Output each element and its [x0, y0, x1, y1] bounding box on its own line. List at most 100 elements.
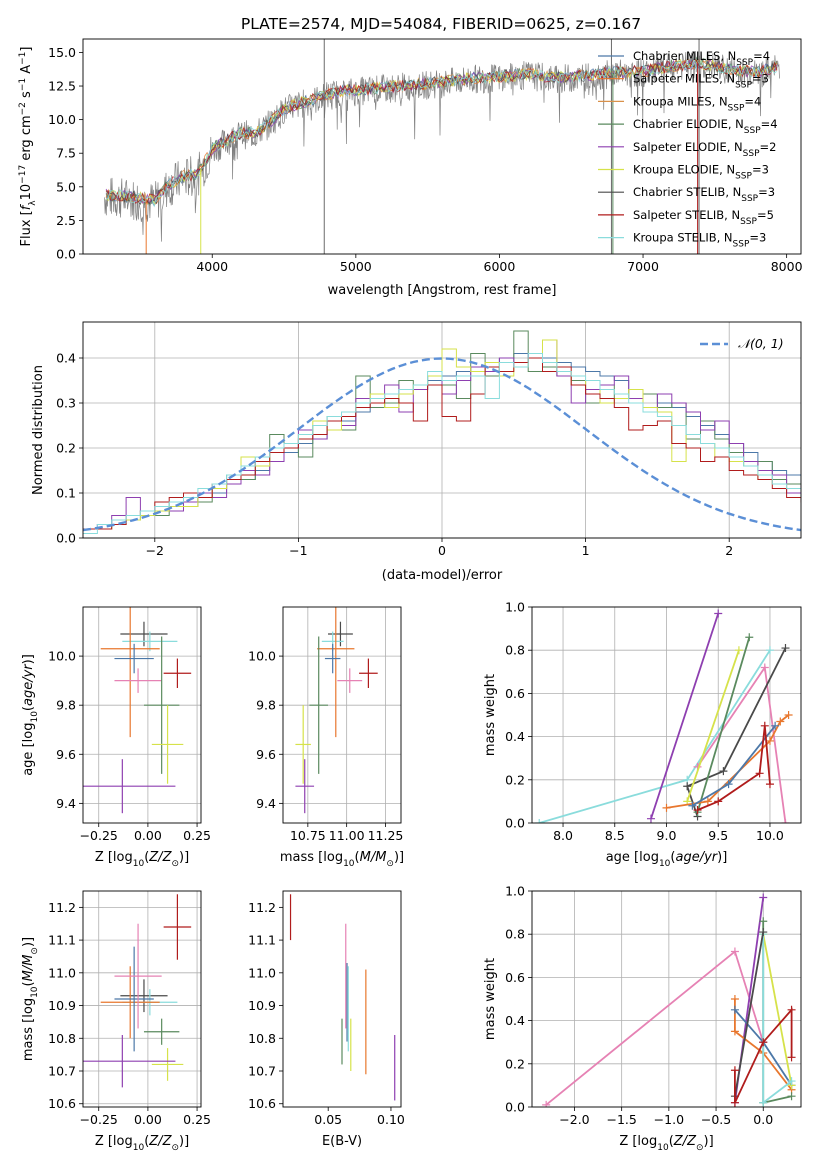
y-tick-label: 9.6: [56, 747, 76, 762]
x-tick-label: −0.25: [80, 828, 118, 843]
x-tick-label: 0.10: [377, 1112, 405, 1127]
axes-frame: [282, 606, 402, 824]
y-tick-label: 9.4: [56, 796, 76, 811]
weight-line: [734, 999, 793, 1091]
y-tick-label: 0.2: [505, 1056, 525, 1071]
weight-marker: [724, 780, 733, 789]
x-tick-label: 0.0: [753, 1112, 773, 1127]
y-tick-label: 0.0: [505, 1100, 525, 1115]
weight-marker: [759, 1038, 768, 1047]
x-tick-label: −1: [289, 543, 307, 558]
weight-marker: [693, 806, 702, 815]
y-tick-label: 10.6: [248, 1096, 276, 1111]
legend-entry: Chabrier ELODIE, NSSP=4: [633, 117, 778, 136]
axes-frame: [531, 606, 802, 824]
y-tick-label: 0.4: [505, 729, 525, 744]
axes-frame: [531, 890, 802, 1108]
x-axis-label: Z [log10(Z/Z⊙)]: [619, 1134, 713, 1153]
x-axis-label: Z [log10(Z/Z⊙)]: [95, 1134, 189, 1153]
weight-marker: [759, 917, 768, 926]
x-tick-label: 4000: [196, 259, 228, 274]
weight-line: [762, 934, 793, 1086]
weight-marker: [646, 814, 655, 823]
y-tick-label: 0.0: [505, 816, 525, 831]
y-tick-label: 2.5: [56, 213, 76, 228]
x-tick-label: 8.0: [553, 828, 573, 843]
weight-marker: [542, 1100, 551, 1107]
y-tick-label: 11.0: [248, 965, 276, 980]
x-tick-label: −2.0: [559, 1112, 589, 1127]
x-tick-label: −1.0: [654, 1112, 684, 1127]
plot-area: [83, 330, 801, 534]
x-tick-label: 0: [438, 543, 446, 558]
x-tick-label: 6000: [484, 259, 516, 274]
x-axis-label: age [log10(age/yr)]: [606, 850, 728, 869]
y-tick-label: 10.8: [48, 1031, 76, 1046]
legend-entry: Chabrier MILES, NSSP=4: [633, 49, 770, 68]
y-tick-label: 9.4: [256, 796, 276, 811]
y-tick-label: 0.6: [505, 686, 525, 701]
weight-marker: [771, 721, 780, 730]
y-tick-label: 11.1: [48, 933, 76, 948]
weight-marker: [760, 663, 769, 672]
x-tick-label: 10.75: [290, 828, 326, 843]
y-tick-label: 10.9: [48, 998, 76, 1013]
x-tick-label: 9.5: [708, 828, 728, 843]
y-axis-label: age [log10(age/yr)]: [21, 654, 40, 776]
axes-frame: [82, 890, 202, 1108]
y-tick-label: 0.8: [505, 927, 525, 942]
y-tick-label: 10.6: [48, 1096, 76, 1111]
weight-marker: [776, 717, 785, 726]
y-tick-label: 9.8: [256, 698, 276, 713]
x-tick-label: 0.00: [134, 828, 162, 843]
y-tick-label: 10.7: [248, 1064, 276, 1079]
x-tick-label: 2: [725, 543, 733, 558]
chart-panel-7: 0.05 0.10 10.6 10.7 10.8 10.9 11.0 11.1 11.2 E(B-…: [248, 890, 405, 1149]
weight-marker: [781, 819, 790, 823]
y-tick-label: 0.8: [505, 643, 525, 658]
weight-marker: [759, 928, 768, 937]
model-spectrum-line: [105, 57, 778, 208]
panels: 4000 5000 6000 7000 80000.02.55.07.510.012.5…: [18, 38, 803, 1153]
chart-panel-1: 4000 5000 6000 7000 8000 0.0 2.5 5.0 7.5 10.0 12.5…: [18, 38, 803, 298]
y-tick-label: 1.0: [505, 600, 525, 615]
y-tick-label: 0.6: [505, 970, 525, 985]
weight-line: [734, 931, 765, 1097]
weight-marker: [730, 1005, 739, 1014]
y-tick-label: 5.0: [56, 179, 76, 194]
y-axis-label: Flux [fλ10−17 erg cm−2 s−1 A−1]: [18, 47, 38, 247]
y-tick-label: 11.0: [48, 965, 76, 980]
weight-marker: [787, 1053, 796, 1062]
y-tick-label: 0.2: [505, 772, 525, 787]
legend-entry: 𝒩(0, 1): [738, 336, 784, 351]
x-axis-label: Z [log10(Z/Z⊙)]: [95, 850, 189, 869]
plot-area: [535, 609, 793, 823]
weight-marker: [787, 1005, 796, 1014]
weight-marker: [683, 782, 692, 791]
x-tick-label: 0.00: [134, 1112, 162, 1127]
weight-marker: [765, 736, 774, 745]
weight-marker: [662, 803, 671, 812]
x-axis-label: wavelength [Angstrom, rest frame]: [328, 283, 557, 298]
x-tick-label: 8.5: [605, 828, 625, 843]
weight-marker: [730, 947, 739, 956]
histogram-step: [83, 357, 801, 530]
x-tick-label: 11.25: [368, 828, 404, 843]
y-tick-label: 0.0: [56, 531, 76, 546]
chart-panel-4: 10.75 11.00 11.25 9.4 9.6 9.8 10.0 mass [log10(…: [248, 606, 404, 869]
legend-entry: Salpeter ELODIE, NSSP=2: [633, 140, 776, 159]
plot-area: [83, 894, 192, 1088]
y-tick-label: 10.0: [248, 649, 276, 664]
plot-area: [295, 607, 378, 814]
y-tick-label: 10.8: [248, 1031, 276, 1046]
legend-entry: Salpeter STELIB, NSSP=5: [633, 208, 774, 227]
weight-marker: [730, 1098, 739, 1107]
weight-marker: [535, 819, 544, 823]
y-tick-label: 11.2: [48, 900, 76, 915]
y-tick-label: 0.4: [505, 1013, 525, 1028]
y-tick-label: 10.9: [248, 998, 276, 1013]
weight-marker: [759, 1098, 768, 1107]
x-tick-label: 7000: [627, 259, 659, 274]
y-tick-label: 0.0: [56, 247, 76, 262]
x-axis-label: mass [log10(M/M⊙)]: [280, 850, 404, 869]
